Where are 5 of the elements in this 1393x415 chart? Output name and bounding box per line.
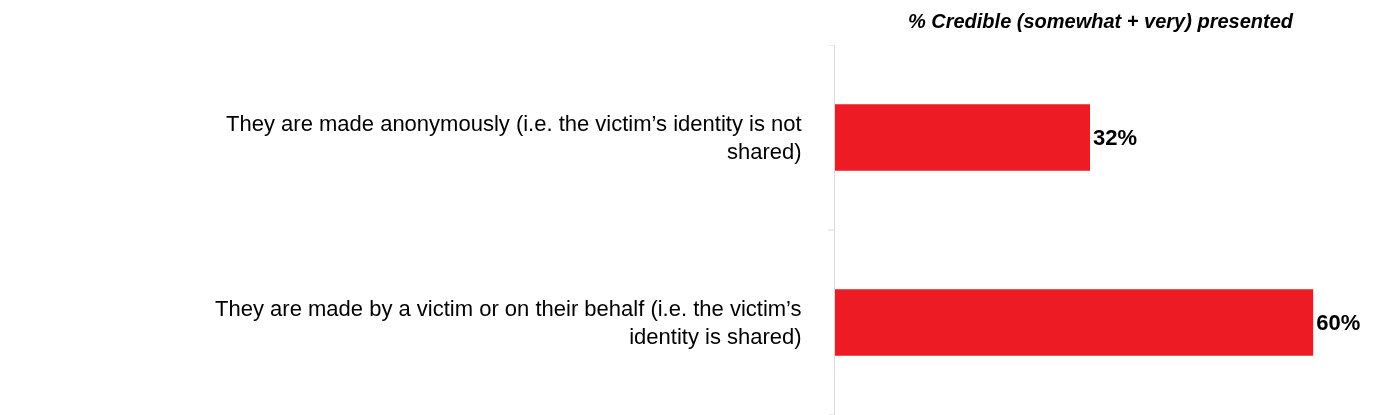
chart-title: % Credible (somewhat + very) presented (907, 9, 1294, 32)
y-tick-label: They are made anonymously (i.e. the victim’s identity is not shared) (226, 110, 802, 165)
data-label: 60% (1316, 310, 1361, 335)
data-label: 32% (1093, 125, 1138, 150)
y-tick-label: They are made by a victim or on their behalf (i.e. the victim’s identity is shared) (215, 295, 802, 350)
